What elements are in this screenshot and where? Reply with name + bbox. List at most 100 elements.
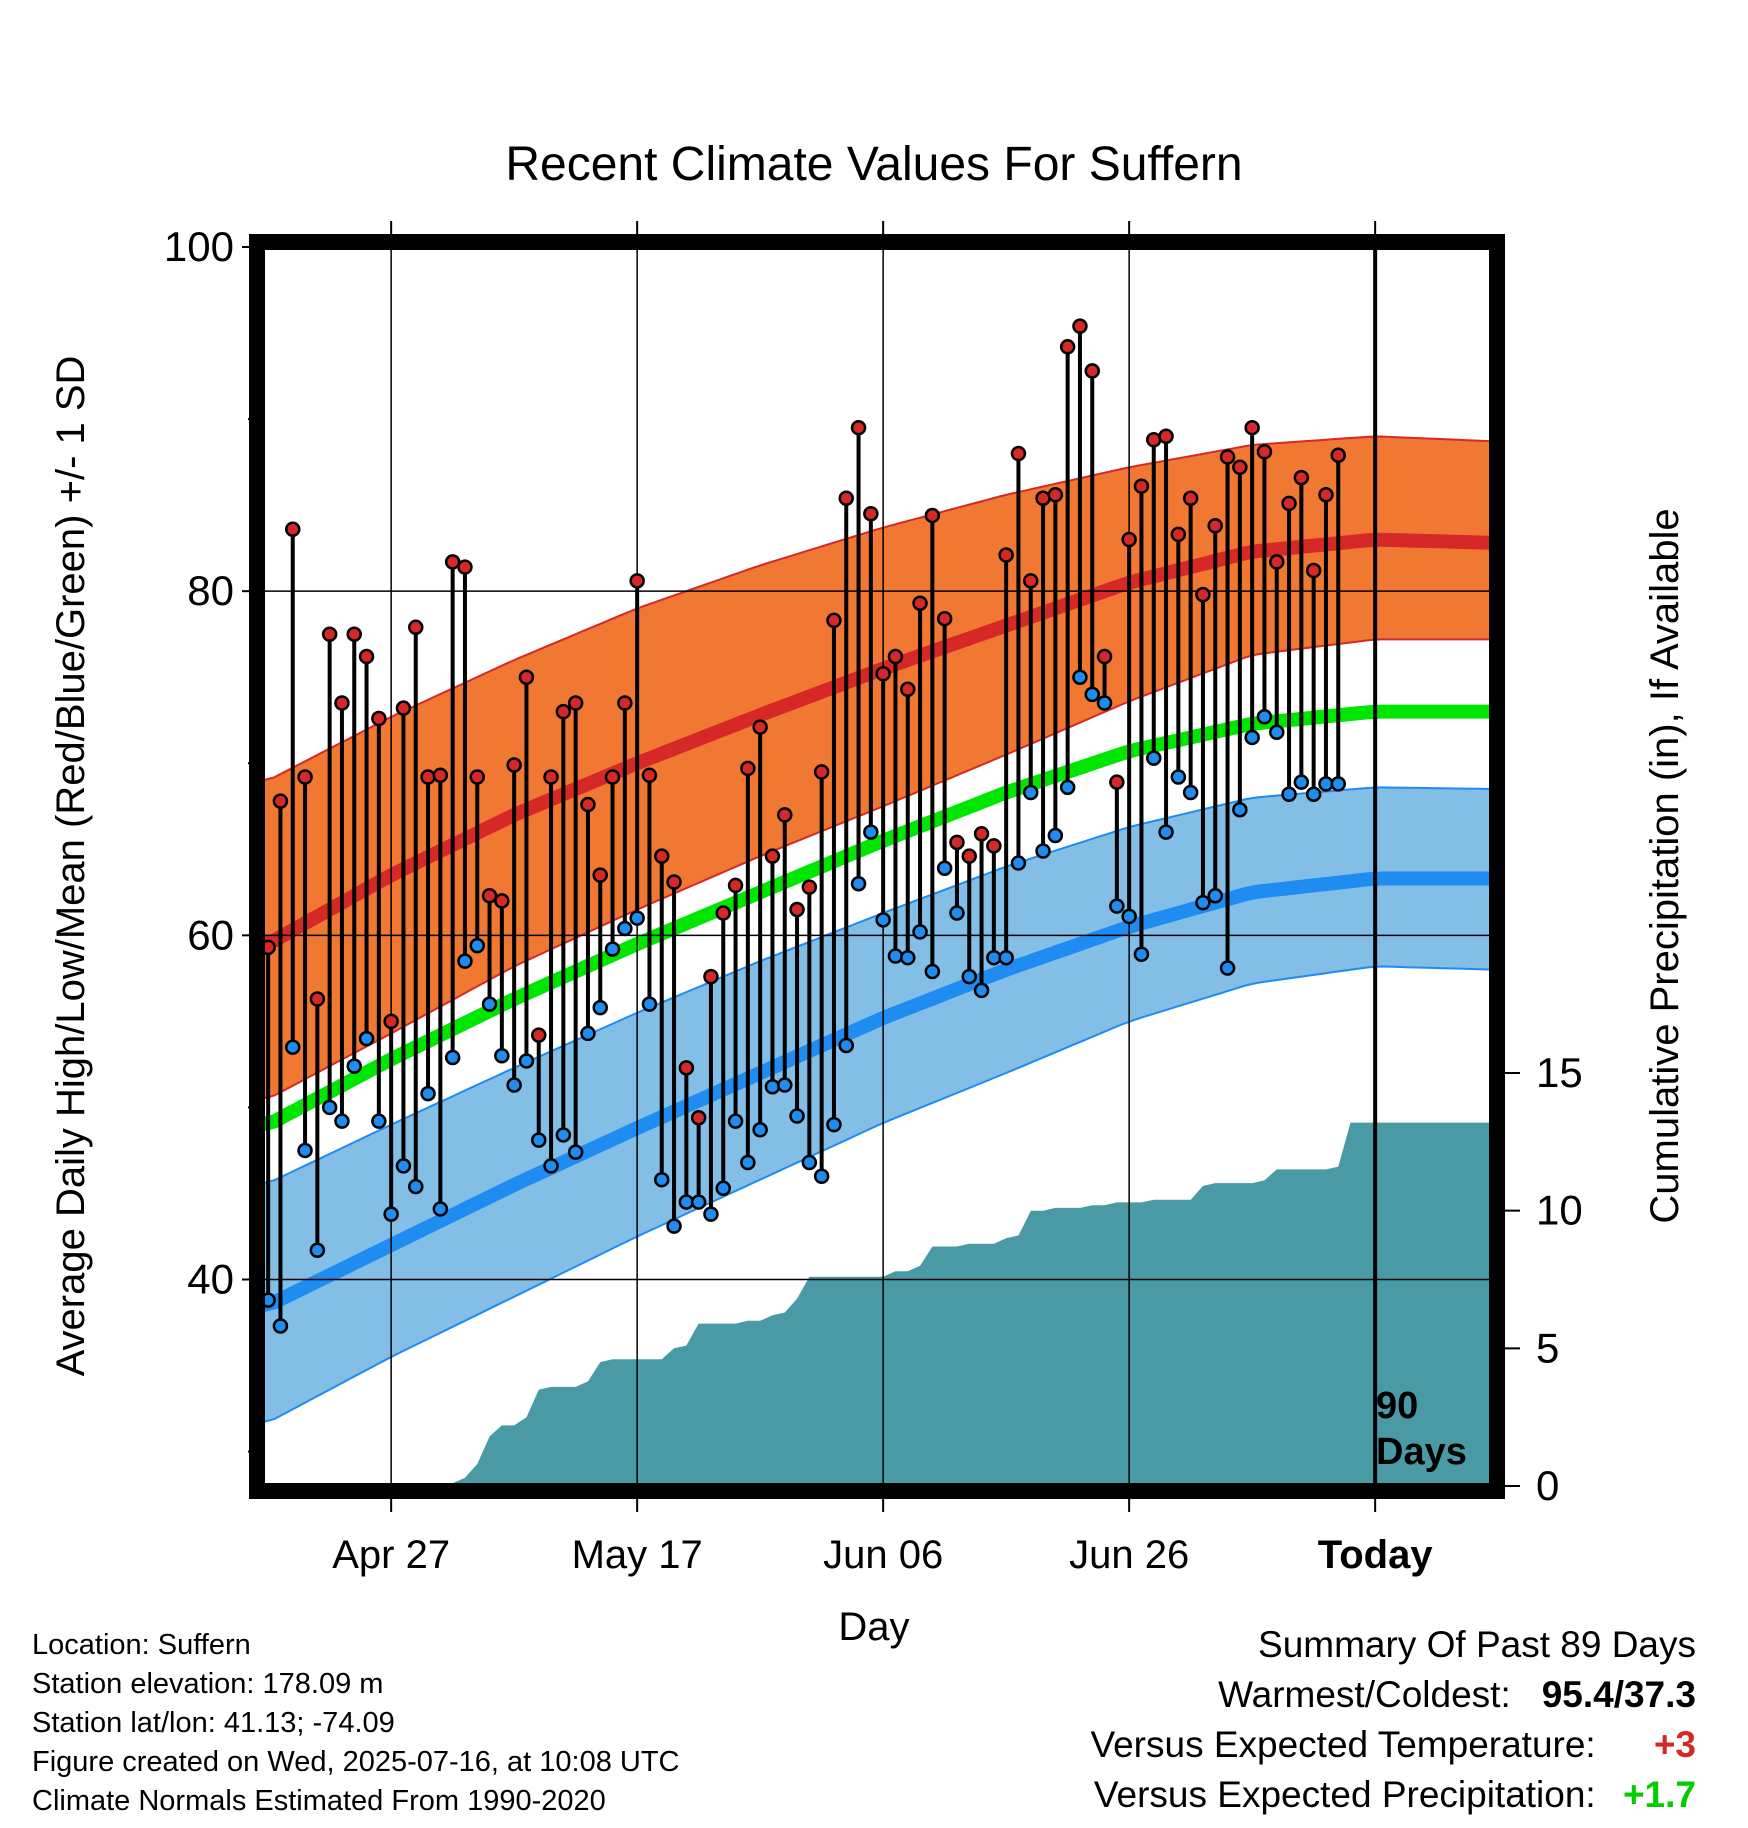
daily-low-point: [777, 1077, 793, 1093]
daily-high-point: [262, 939, 276, 956]
daily-low-point: [1256, 709, 1273, 725]
daily-low-point: [420, 1085, 436, 1102]
x-tick-label: Apr 27: [332, 1533, 450, 1577]
daily-low-point: [740, 1154, 756, 1171]
daily-high-point: [543, 769, 559, 785]
y-left-tick-label: 80: [187, 567, 234, 614]
daily-high-point: [961, 848, 977, 864]
x-tick-label: Jun 06: [823, 1533, 943, 1577]
daily-high-point: [936, 610, 953, 627]
daily-high-point: [297, 769, 313, 785]
daily-high-point: [371, 710, 387, 727]
y-right-tick-label: 0: [1536, 1462, 1559, 1509]
daily-low-point: [346, 1058, 362, 1074]
precip-anomaly-value: +1.7: [1622, 1774, 1696, 1815]
daily-high-point: [1305, 562, 1322, 579]
daily-high-point: [395, 700, 412, 716]
y-left-tick-label: 100: [164, 223, 234, 270]
x-tick-label: May 17: [572, 1533, 703, 1577]
daily-low-point: [272, 1318, 289, 1334]
daily-high-point: [506, 757, 522, 773]
daily-high-point: [285, 521, 301, 537]
daily-low-point: [703, 1206, 719, 1222]
elevation-text: Station elevation: 178.09 m: [32, 1668, 384, 1700]
daily-high-point: [272, 793, 289, 809]
daily-high-point: [1133, 478, 1150, 494]
daily-high-point: [469, 769, 485, 785]
summary-temp-row: Versus Expected Temperature: +3: [1090, 1720, 1696, 1770]
daily-high-point: [1010, 445, 1027, 462]
daily-low-point: [567, 1144, 584, 1160]
x-axis-label: Day: [838, 1605, 909, 1649]
daily-low-point: [1121, 908, 1137, 925]
daily-high-point: [1121, 531, 1137, 548]
daily-low-point: [666, 1218, 682, 1234]
daily-high-point: [863, 505, 879, 522]
summary-precip-row: Versus Expected Precipitation: +1.7: [1090, 1770, 1696, 1820]
daily-high-point: [494, 893, 510, 909]
summary-panel: Summary Of Past 89 Days Warmest/Coldest:…: [1090, 1620, 1696, 1820]
daily-low-point: [371, 1113, 387, 1129]
daily-high-point: [457, 559, 473, 575]
y-left-tick-label: 60: [187, 911, 234, 958]
daily-low-point: [285, 1039, 301, 1055]
daily-high-point: [531, 1027, 547, 1043]
normals-text: Climate Normals Estimated From 1990-2020: [32, 1785, 606, 1817]
daily-low-point: [1281, 786, 1297, 802]
daily-high-point: [321, 626, 338, 642]
daily-low-point: [850, 875, 867, 892]
plot-frame: [249, 234, 1505, 1499]
daily-high-point: [1182, 490, 1199, 506]
daily-low-point: [408, 1178, 424, 1195]
daily-low-point: [543, 1158, 559, 1174]
daily-low-point: [826, 1116, 842, 1133]
daily-high-point: [1207, 518, 1223, 534]
daily-low-point: [973, 982, 990, 999]
daily-low-point: [1330, 776, 1346, 792]
created-text: Figure created on Wed, 2025-07-16, at 10…: [32, 1746, 680, 1778]
daily-high-point: [1195, 586, 1211, 603]
precip-anomaly-label: Versus Expected Precipitation:: [1093, 1774, 1596, 1815]
daily-low-point: [1047, 827, 1064, 844]
daily-low-point: [481, 996, 498, 1012]
daily-high-point: [358, 648, 375, 665]
daily-high-point: [1146, 431, 1162, 448]
daily-low-point: [506, 1077, 522, 1093]
daily-high-point: [592, 867, 608, 883]
daily-low-point: [297, 1142, 313, 1159]
x-tick-label: Jun 26: [1069, 1533, 1189, 1577]
daily-low-point: [555, 1127, 572, 1143]
daily-low-point: [863, 824, 879, 840]
daily-low-point: [1182, 784, 1199, 801]
daily-high-point: [1293, 469, 1310, 486]
daily-low-point: [334, 1113, 350, 1129]
daily-high-point: [887, 648, 904, 665]
daily-high-point: [555, 703, 572, 720]
daily-high-point: [789, 901, 805, 918]
daily-high-point: [1219, 449, 1236, 465]
daily-high-point: [875, 666, 891, 682]
daily-high-point: [1035, 490, 1051, 506]
daily-high-point: [924, 507, 941, 524]
daily-high-point: [740, 760, 756, 777]
daily-low-point: [1244, 729, 1260, 746]
daily-high-point: [1170, 526, 1187, 543]
daily-low-point: [998, 949, 1014, 966]
daily-low-point: [875, 912, 891, 928]
daily-high-point: [1269, 554, 1285, 570]
daily-low-point: [900, 949, 916, 966]
temp-anomaly-value: +3: [1653, 1724, 1696, 1765]
daily-low-point: [617, 920, 633, 937]
daily-low-point: [764, 1079, 781, 1095]
daily-high-point: [1244, 419, 1260, 436]
daily-high-point: [1109, 774, 1125, 790]
daily-low-point: [690, 1194, 707, 1210]
daily-low-point: [469, 937, 485, 954]
daily-high-point: [813, 764, 830, 780]
daily-high-point: [690, 1109, 707, 1126]
daily-high-point: [654, 848, 670, 864]
daily-high-point: [949, 834, 965, 851]
warm-cold-label: Warmest/Coldest:: [1218, 1674, 1511, 1715]
daily-low-point: [604, 941, 621, 957]
y-axis-left-label: Average Daily High/Low/Mean (Red/Blue/Gr…: [49, 356, 93, 1377]
